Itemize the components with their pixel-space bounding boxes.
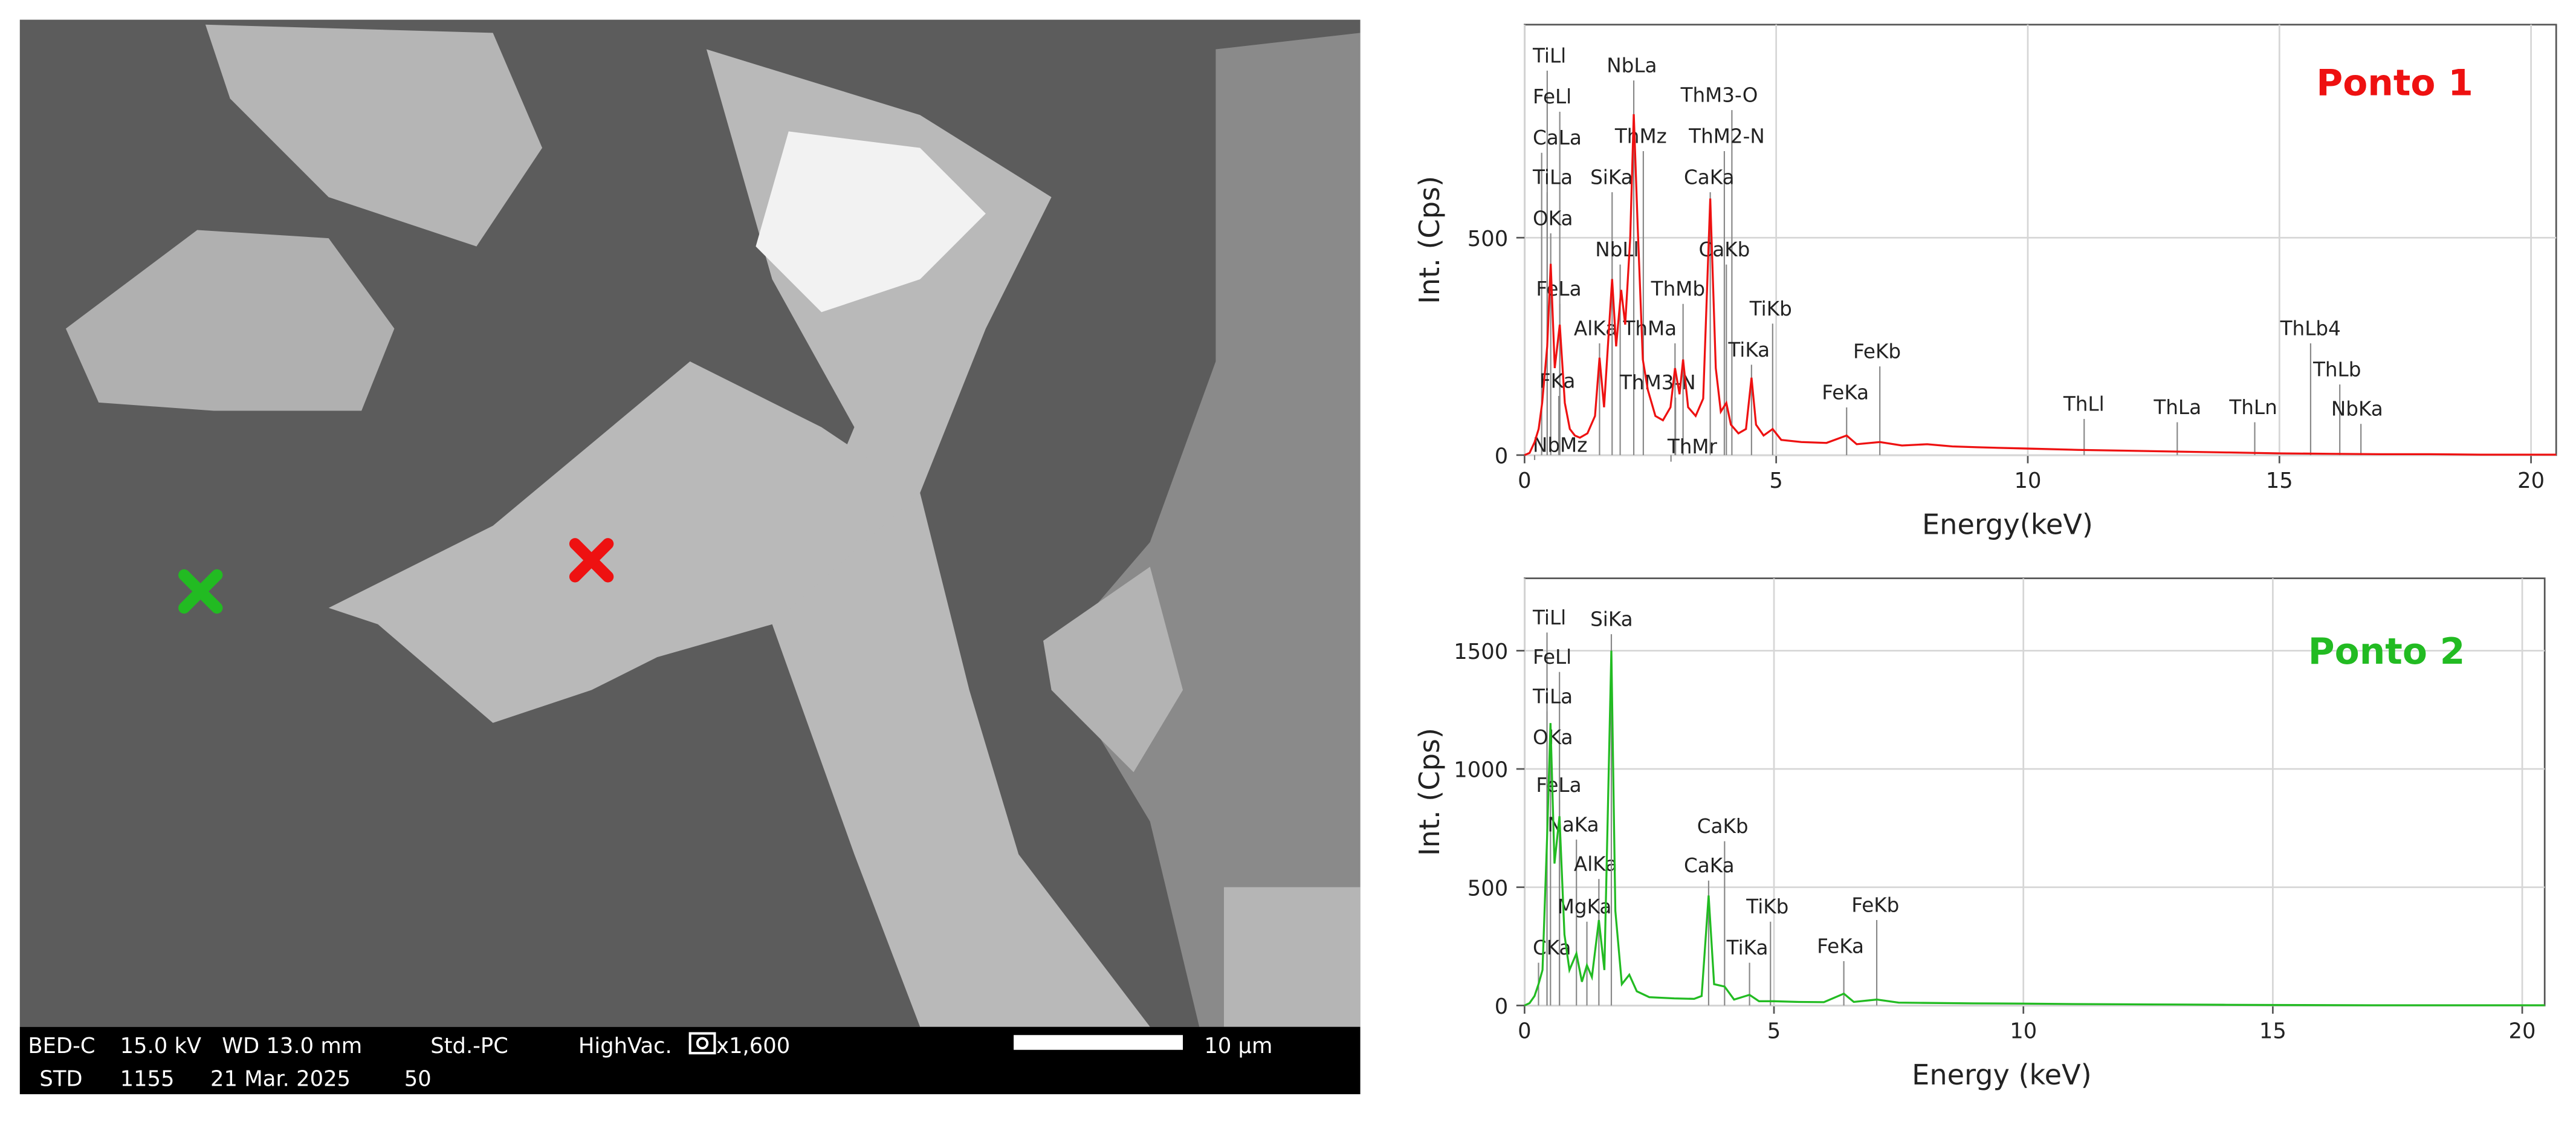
x-axis-label: Energy(keV) (1922, 508, 2093, 540)
x-tick-label: 5 (1767, 1019, 1781, 1044)
crystal (1043, 566, 1183, 773)
peak-label: ThM3-O (1680, 84, 1758, 107)
x-tick-label: 15 (2259, 1019, 2286, 1044)
peak-label: OKa (1533, 207, 1573, 230)
y-tick-label: 500 (1468, 876, 1508, 901)
x-tick-label: 15 (2266, 468, 2293, 493)
peak-label: FeLl (1533, 646, 1571, 669)
peak-label: TiKb (1746, 895, 1788, 918)
vacuum: HighVac. (578, 1034, 672, 1058)
peak-label: TiKa (1727, 339, 1770, 361)
peak-label: NaKa (1547, 813, 1599, 836)
detector: BED-C (28, 1034, 95, 1058)
peak-label: TiLl (1532, 606, 1566, 629)
peak-label: ThMz (1614, 125, 1667, 147)
peak-label: FeLa (1536, 277, 1581, 300)
x-tick-label: 10 (2014, 468, 2041, 493)
eds-chart: 0 5 10 15 20 0 500 1000 1500 TiLl FeLl TiLa OKa FeLa N… (1413, 577, 2546, 1091)
peak-label: OKa (1533, 726, 1573, 749)
x-tick-label: 5 (1769, 468, 1782, 493)
peak-label: FeKb (1851, 893, 1899, 916)
plot-area (1524, 577, 2546, 1006)
scale-label: 10 µm (1204, 1034, 1272, 1058)
peak-label: SiKa (1590, 608, 1633, 631)
eds-chart: 0 5 10 15 200500TiLlFeLlCaLaTiLaOKaFeLaFKaNb… (1413, 24, 2557, 540)
y-tick-label: 1500 (1454, 640, 1508, 664)
crystal (65, 230, 395, 411)
peak-label: ThM2-N (1688, 125, 1765, 147)
crystal (205, 24, 543, 247)
x-axis-label: Energy (keV) (1912, 1058, 2092, 1091)
scale-bar (1014, 1035, 1183, 1050)
peak-label: MgKa (1558, 895, 1612, 918)
peak-label: SiKa (1590, 166, 1633, 189)
date: 21 Mar. 2025 (210, 1067, 351, 1092)
peak-label: ThLl (2063, 392, 2105, 415)
crystal (1224, 887, 1361, 1027)
peak-label: NbLl (1595, 238, 1639, 261)
peak-label: CaKb (1698, 238, 1750, 261)
peak-label: CaLa (1533, 126, 1582, 149)
peak-label: ThLb (2312, 358, 2361, 381)
peak-label: FeLl (1533, 85, 1571, 108)
peak-label: NbLa (1607, 54, 1657, 77)
peak-label: TiKa (1726, 936, 1769, 959)
y-tick-label: 0 (1495, 444, 1508, 468)
peak-label: ThMb (1651, 277, 1705, 300)
red-cross (569, 538, 614, 583)
peak-label: ThLn (2228, 396, 2277, 419)
peak-label: CaKa (1684, 854, 1735, 877)
peak-label: CaKa (1684, 166, 1735, 189)
crystal (328, 361, 921, 723)
chart-title: Ponto 2 (2308, 631, 2465, 673)
micrograph: BED-C 15.0 kV WD 13.0 mm Std.-PC HighVac… (19, 19, 1361, 1095)
peak-label: FeLa (1536, 774, 1581, 797)
peak-label: ThLa (2153, 396, 2201, 419)
y-tick-label: 500 (1468, 227, 1508, 251)
voltage: 15.0 kV (120, 1034, 202, 1058)
y-axis-label: Int. (Cps) (1413, 176, 1446, 304)
crystal (1051, 33, 1361, 1027)
spectrum-line (1524, 114, 2557, 456)
magnification: x1,600 (716, 1034, 790, 1058)
peak-label: ThLb4 (2280, 317, 2341, 340)
peak-label: AlKa (1574, 852, 1617, 875)
plot-area (1524, 24, 2557, 456)
peak-label: ThMr (1667, 435, 1718, 458)
bright-region (756, 131, 986, 313)
y-tick-label: 0 (1495, 994, 1508, 1019)
image-number: 1155 (120, 1067, 175, 1092)
peak-label: ThMa (1622, 317, 1677, 340)
peak-label: TiLl (1532, 44, 1566, 67)
camera-icon (688, 1032, 716, 1055)
peak-label: FeKa (1817, 935, 1864, 958)
chart-title: Ponto 1 (2316, 63, 2473, 105)
y-axis-label: Int. (Cps) (1413, 728, 1446, 856)
x-tick-label: 0 (1518, 1019, 1531, 1044)
peak-label: CaKb (1697, 815, 1749, 838)
peak-label: NbKa (2331, 398, 2383, 421)
working-distance: WD 13.0 mm (222, 1034, 362, 1058)
peak-label: TiKb (1749, 297, 1792, 320)
x-tick-label: 10 (2010, 1019, 2037, 1044)
frame: 50 (404, 1067, 432, 1092)
peak-label: FeKa (1822, 381, 1869, 404)
x-tick-label: 0 (1518, 468, 1531, 493)
peak-label: AlKa (1574, 317, 1617, 340)
peak-label: TiLa (1532, 166, 1573, 189)
peak-label: FeKb (1853, 340, 1901, 363)
mode: Std.-PC (430, 1034, 508, 1058)
x-tick-label: 20 (2517, 468, 2545, 493)
x-tick-label: 20 (2509, 1019, 2536, 1044)
peak-label: TiLa (1532, 685, 1573, 708)
y-tick-label: 1000 (1454, 758, 1508, 783)
signal: STD (39, 1067, 82, 1092)
spectrum-line (1524, 650, 2545, 1006)
green-cross (178, 569, 223, 614)
